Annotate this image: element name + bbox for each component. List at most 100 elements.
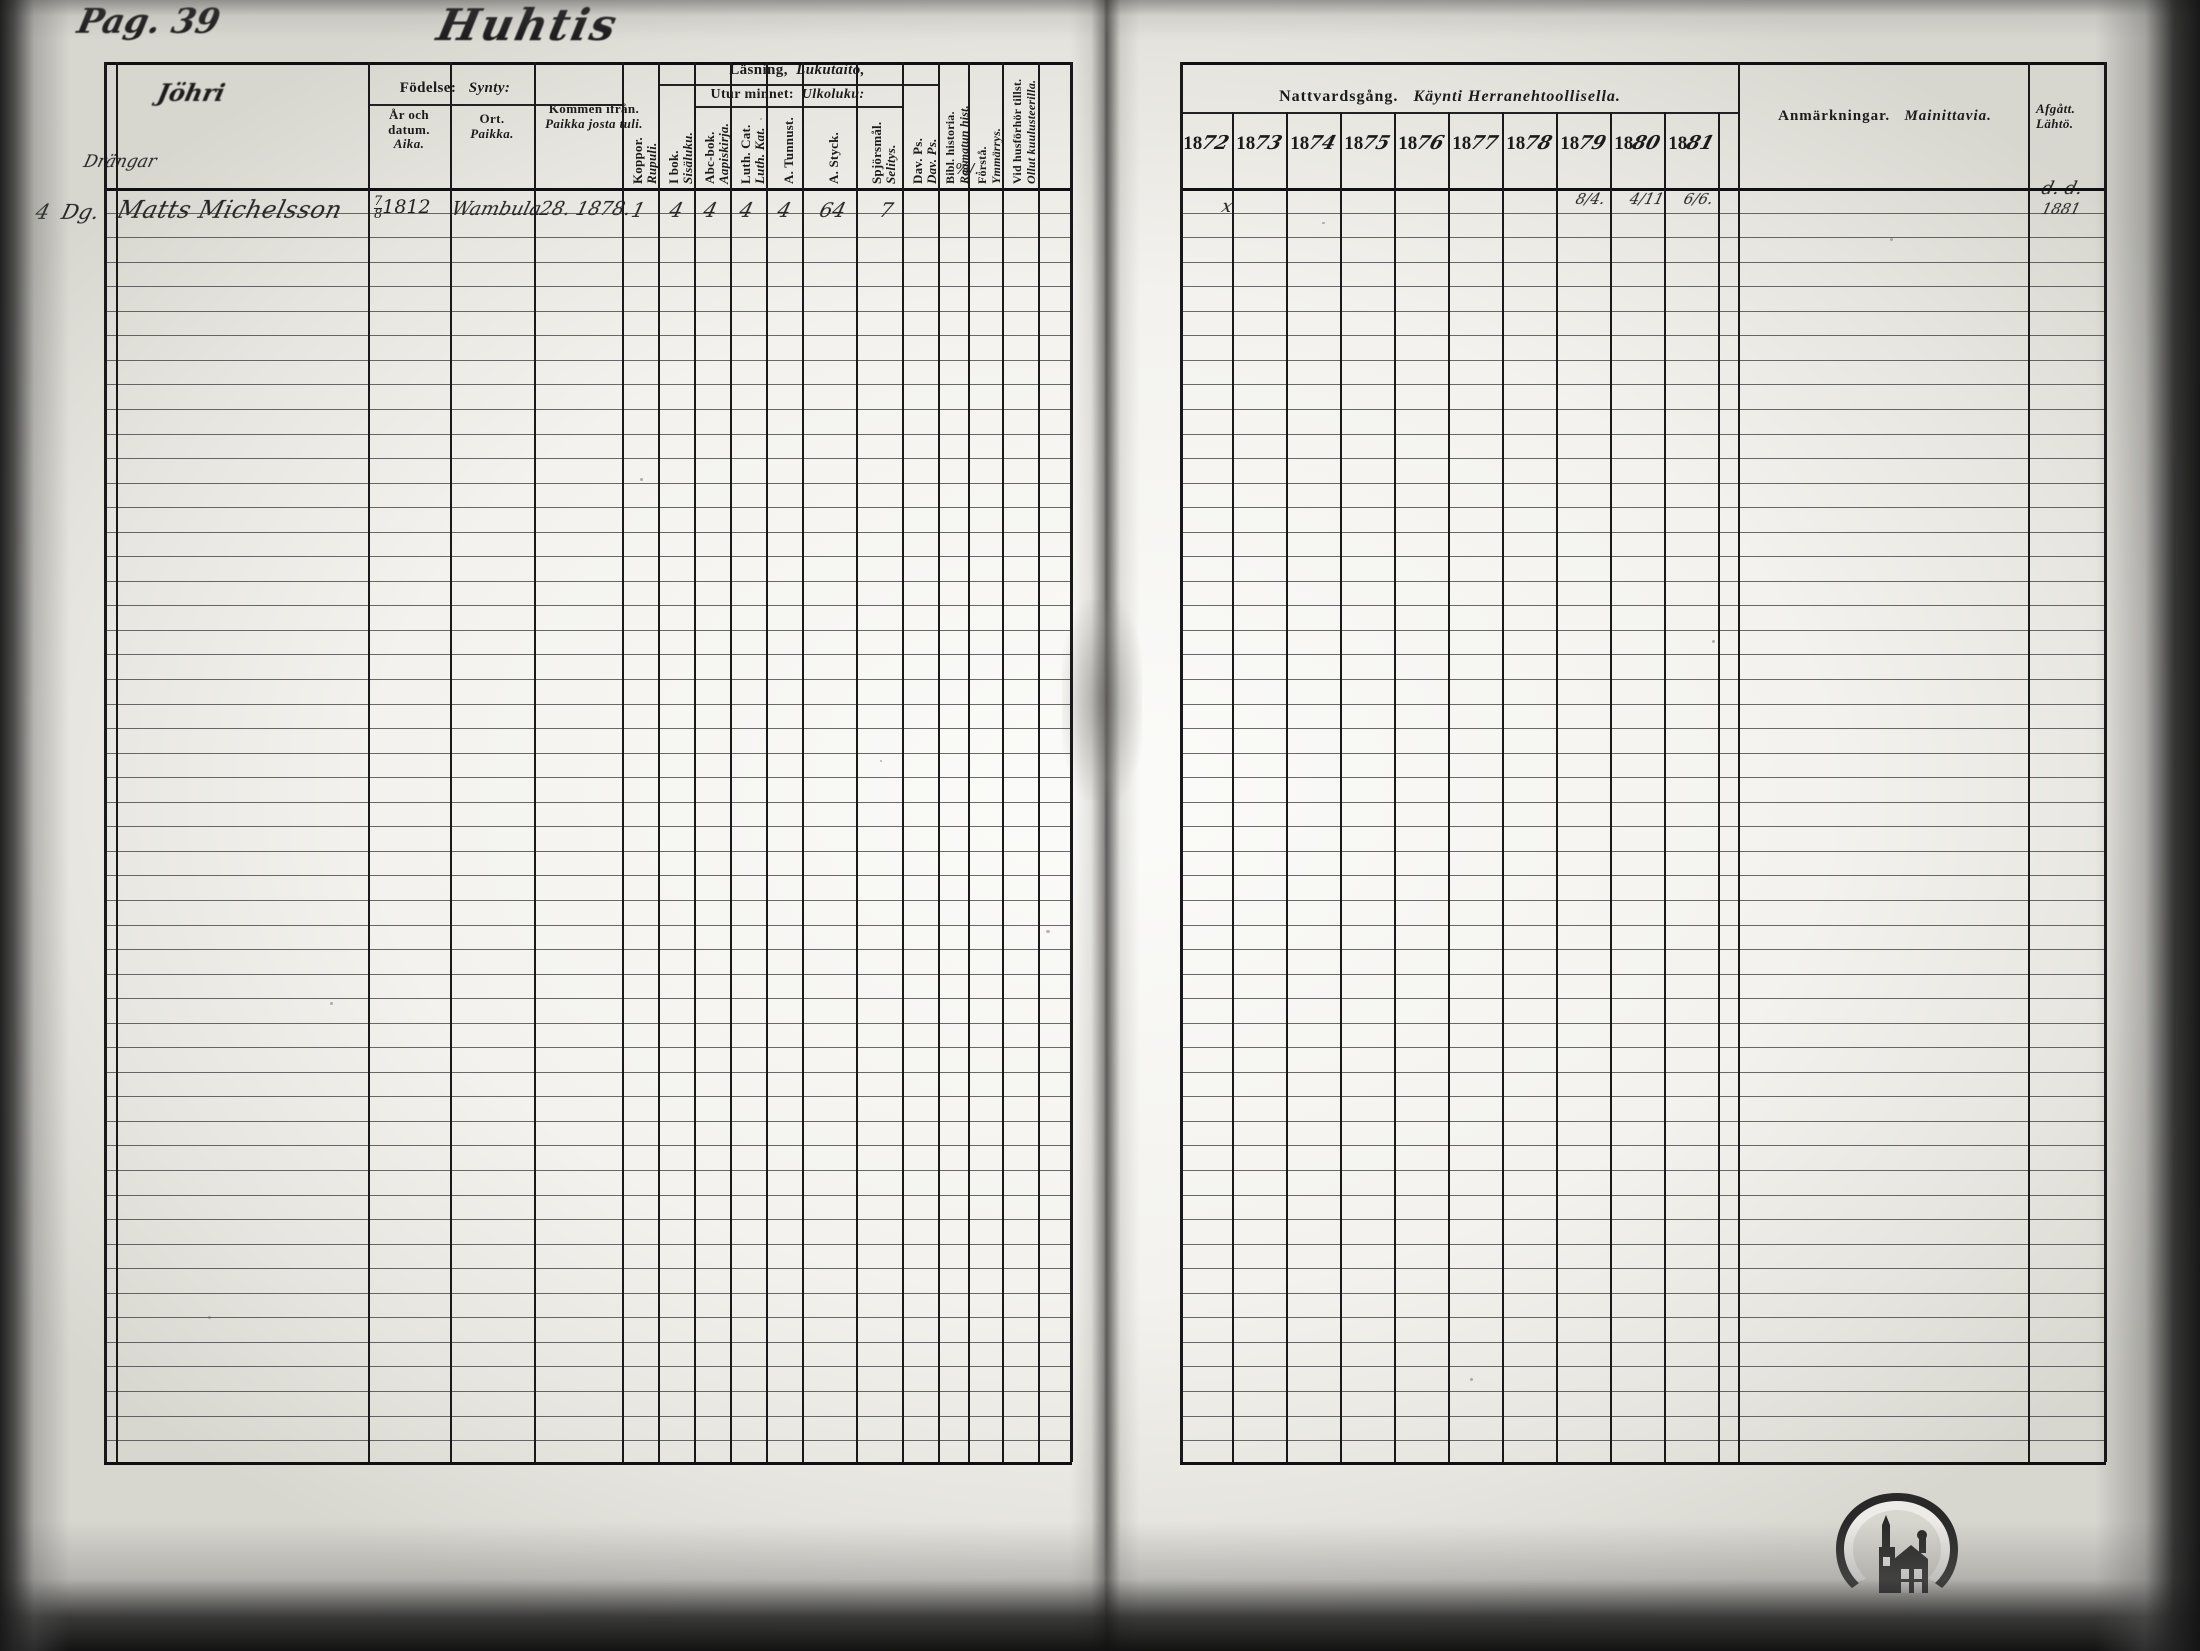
year-suffix-handwritten: 80: [1630, 132, 1663, 154]
table-column-rule: [694, 62, 696, 1462]
year-suffix-handwritten: 72: [1199, 132, 1232, 154]
table-row-rule: [1180, 998, 2106, 999]
table-column-rule: [938, 62, 940, 1462]
vertical-column-header: Raamatun hist.: [957, 105, 971, 184]
year-prefix: 18: [1290, 133, 1310, 154]
table-row-rule: [104, 1293, 1072, 1294]
year-column-header: 1879: [1556, 132, 1610, 155]
table-row-rule: [104, 1047, 1072, 1048]
table-row-rule: [1180, 1170, 2106, 1171]
table-column-rule: [450, 104, 452, 188]
vertical-column-header: Vid husförhör tillst.: [1010, 78, 1024, 184]
year-suffix-handwritten: 76: [1414, 132, 1447, 154]
table-row-rule: [104, 581, 1072, 582]
year-column-header: 1876: [1394, 132, 1448, 155]
group-header-fodelse: Födelse: Synty:: [372, 80, 538, 97]
table-row-rule: [104, 1391, 1072, 1392]
table-row-rule: [104, 1195, 1072, 1196]
table-row-rule: [1180, 360, 2106, 361]
col-header-birth-place: Ort. Paikka.: [452, 111, 532, 141]
margin-note-drangar: Drängar: [81, 152, 159, 172]
table-column-rule: [1070, 62, 1073, 1462]
col-header-notes: Anmärkningar. Mainittavia.: [1740, 108, 2030, 125]
table-row-rule: [1180, 875, 2106, 876]
table-row-rule: [104, 1440, 1072, 1441]
birth-year: 1812: [382, 196, 431, 218]
table-column-rule: [2028, 62, 2030, 1462]
vertical-column-header: Luth. Kat.: [752, 127, 767, 184]
year-prefix: 18: [1344, 133, 1364, 154]
table-column-rule: [902, 62, 904, 1462]
table-row-rule: [104, 654, 1072, 655]
birth-date-sv: År och datum.: [388, 107, 430, 137]
table-row-rule: [1180, 1244, 2106, 1245]
vertical-column-header: Bibl. historia.: [943, 111, 957, 184]
table-row-rule: [104, 384, 1072, 385]
table-row-rule: [104, 286, 1072, 287]
table-column-rule: [856, 62, 858, 1462]
table-row-rule: [1180, 1195, 2106, 1196]
table-row-rule: [1180, 1391, 2106, 1392]
table-row-rule: [104, 360, 1072, 361]
table-row-rule: [104, 728, 1072, 729]
table-row-rule: [104, 532, 1072, 533]
vertical-column-header: Selitys.: [883, 144, 898, 184]
birth-date-fi: Aika.: [393, 136, 425, 152]
vertical-column-header: Dav. Ps.: [924, 138, 939, 184]
year-prefix: 18: [1183, 133, 1203, 154]
table-row-rule: [104, 458, 1072, 459]
table-row-rule: [104, 949, 1072, 950]
year-prefix: 18: [1398, 133, 1418, 154]
entry-status: Dg.: [59, 200, 102, 224]
table-row-rule: [1180, 1047, 2106, 1048]
table-row-rule: [104, 753, 1072, 754]
table-row-rule: [104, 556, 1072, 557]
table-row-rule: [104, 605, 1072, 606]
table-column-rule: [1448, 112, 1450, 1462]
table-row-rule: [104, 1462, 1072, 1465]
table-column-rule: [1038, 62, 1040, 1462]
table-row-rule: [1180, 630, 2106, 631]
table-row-rule: [104, 409, 1072, 410]
entry-communion-1879: 8/4.: [1573, 190, 1608, 208]
year-suffix-handwritten: 75: [1360, 132, 1393, 154]
notes-fi: Mainittavia.: [1904, 108, 1992, 124]
table-row-rule: [104, 335, 1072, 336]
year-column-header: 1880: [1610, 132, 1664, 155]
table-row-rule: [104, 1244, 1072, 1245]
table-row-rule: [1180, 679, 2106, 680]
table-column-rule: [658, 62, 660, 1462]
table-row-rule: [1180, 262, 2106, 263]
table-row-rule: [104, 900, 1072, 901]
table-row-rule: [1180, 556, 2106, 557]
col-header-departed: Afgått. Lähtö.: [2036, 101, 2106, 131]
table-row-rule: [104, 998, 1072, 999]
entry-birth-place: Wambula: [449, 198, 544, 220]
group-header-utur-minnet: Utur minnet: Ulkoluku:: [680, 87, 895, 103]
table-column-rule: [766, 62, 768, 1462]
year-column-header: 1875: [1340, 132, 1394, 155]
table-row-rule: [104, 1170, 1072, 1171]
vertical-column-header: A. Styck.: [826, 132, 841, 184]
table-column-rule: [368, 62, 370, 1462]
table-row-rule: [104, 237, 1072, 238]
table-column-rule: [368, 62, 370, 188]
nattvardsgang-fi: Käynti Herranehtoollisella.: [1413, 88, 1621, 105]
table-row-rule: [104, 1096, 1072, 1097]
table-row-rule: [1180, 335, 2106, 336]
year-prefix: 18: [1236, 133, 1256, 154]
table-row-rule: [104, 1023, 1072, 1024]
nattvardsgang-sv: Nattvardsgång.: [1279, 88, 1399, 105]
vertical-column-header: Förstå.: [975, 146, 989, 184]
table-row-rule: [1180, 458, 2106, 459]
year-suffix-handwritten: 77: [1468, 132, 1501, 154]
table-row-rule: [1180, 925, 2106, 926]
table-row-rule: [1180, 581, 2106, 582]
table-column-rule: [2104, 62, 2107, 1462]
table-row-rule: [104, 213, 1072, 214]
year-column-header: 1881: [1664, 132, 1718, 155]
table-row-rule: [1180, 1145, 2106, 1146]
table-column-rule: [1556, 112, 1558, 1462]
name-column-script: Jöhri: [154, 78, 228, 107]
table-row-rule: [1180, 1219, 2106, 1220]
